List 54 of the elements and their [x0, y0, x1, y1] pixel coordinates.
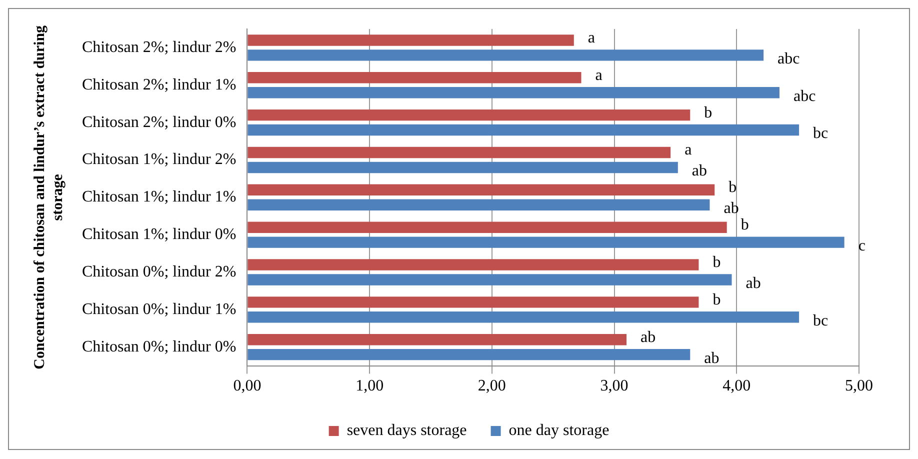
data-label: ab [640, 328, 656, 346]
x-tick-label: 4,00 [722, 378, 751, 395]
data-label: b [728, 179, 737, 196]
y-tick-label: Chitosan 0%; lindur 0% [82, 338, 236, 356]
y-tick-label: Chitosan 2%; lindur 0% [82, 114, 236, 131]
x-tick-label: 0,00 [233, 378, 262, 395]
bar [248, 236, 844, 248]
bar [248, 124, 800, 136]
bar [248, 72, 582, 84]
y-tick-label: Chitosan 1%; lindur 1% [82, 188, 236, 206]
data-label: abc [793, 88, 816, 105]
bar [248, 348, 690, 360]
bar [248, 184, 715, 196]
x-tick-label: 5,00 [845, 378, 873, 395]
legend-label: one day storage [508, 422, 610, 440]
y-tick-label: Chitosan 1%; lindur 0% [82, 226, 236, 244]
data-label: ab [746, 274, 761, 292]
bar [248, 334, 627, 346]
bar [248, 34, 574, 46]
bar [248, 146, 671, 158]
bar [248, 222, 727, 233]
y-tick-label: Chitosan 2%; lindur 2% [82, 38, 236, 56]
data-label: ab [692, 162, 708, 180]
bar [248, 259, 699, 270]
data-label: a [595, 66, 602, 84]
y-tick-label: Chitosan 0%; lindur 2% [82, 263, 236, 280]
bar [248, 87, 780, 98]
legend-label: seven days storage [346, 422, 467, 440]
bar [248, 312, 800, 323]
bar [248, 296, 699, 308]
data-label: a [588, 29, 596, 46]
bar [248, 274, 732, 286]
bar [248, 199, 710, 210]
y-tick-label: Chitosan 0%; lindur 1% [82, 300, 236, 318]
y-tick-label: Chitosan 1%; lindur 2% [82, 151, 236, 168]
data-label: b [740, 216, 749, 234]
y-axis-title: Concentration of chitosan and lindur’s extract during storage [32, 24, 66, 370]
data-label: bc [813, 125, 828, 142]
data-label: b [712, 254, 721, 271]
x-tick-label: 1,00 [356, 378, 384, 395]
data-label: a [684, 142, 692, 159]
data-label: ab [724, 200, 739, 218]
x-tick-label: 2,00 [478, 378, 506, 395]
data-label: b [712, 291, 721, 308]
bar [248, 162, 678, 174]
bar [248, 50, 764, 61]
data-label: ab [704, 350, 720, 367]
x-tick-label: 3,00 [600, 378, 628, 395]
data-label: bc [813, 312, 828, 330]
data-label: c [858, 238, 866, 255]
y-tick-label: Chitosan 2%; lindur 1% [82, 76, 236, 94]
bar [248, 109, 690, 121]
data-label: abc [778, 50, 800, 68]
data-label: b [704, 104, 712, 122]
